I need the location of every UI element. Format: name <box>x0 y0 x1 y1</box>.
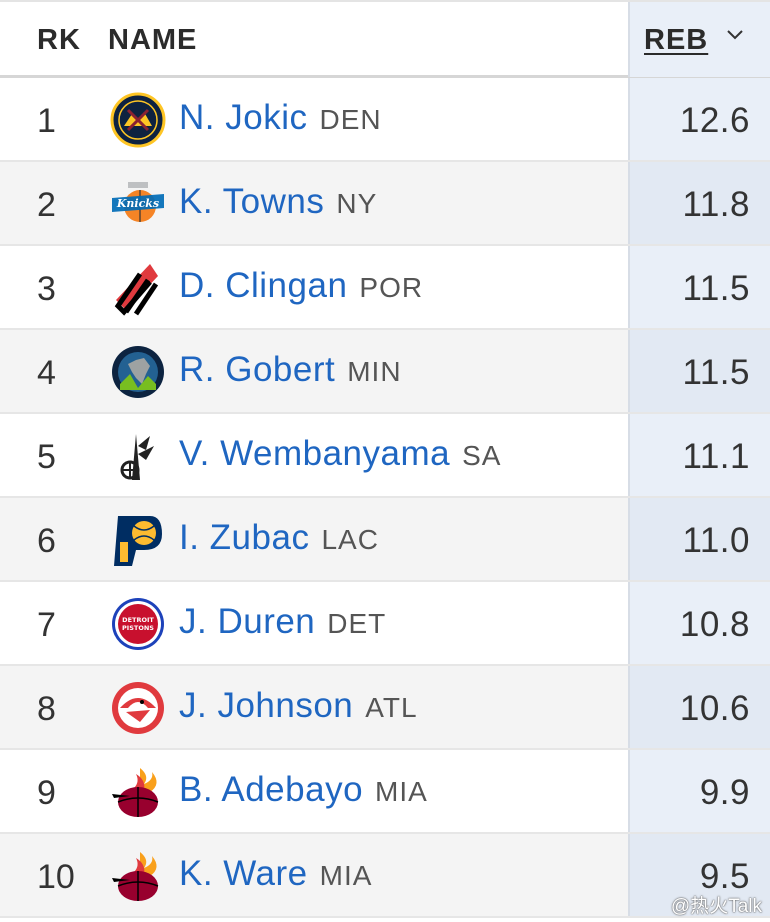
player-name[interactable]: D. Clingan <box>179 266 348 305</box>
rank-cell: 4 <box>37 354 56 392</box>
player-name[interactable]: N. Jokic <box>179 98 308 137</box>
reb-cell: 9.9 <box>628 750 770 832</box>
reb-cell: 11.5 <box>628 246 770 328</box>
rank-cell: 10 <box>37 858 75 896</box>
chevron-down-icon[interactable] <box>726 28 744 42</box>
team-abbr: SA <box>462 440 502 471</box>
reb-cell: 10.6 <box>628 666 770 748</box>
player-name[interactable]: R. Gobert <box>179 350 336 389</box>
heat-logo-icon <box>112 852 159 901</box>
table-row[interactable]: 4 R. Gobert MIN 11.5 <box>0 330 770 414</box>
name-column-header: NAME <box>108 24 198 56</box>
player-link[interactable]: K. Ware MIA <box>179 854 372 894</box>
timberwolves-logo-icon <box>112 346 164 398</box>
player-name[interactable]: B. Adebayo <box>179 770 364 809</box>
svg-text:PISTONS: PISTONS <box>122 624 154 632</box>
table-row[interactable]: 5 V. Wembanyama SA 11.1 <box>0 414 770 498</box>
nuggets-logo-icon <box>110 92 166 148</box>
player-link[interactable]: I. Zubac LAC <box>179 518 379 558</box>
reb-cell: 11.0 <box>628 498 770 580</box>
reb-sort-label[interactable]: REB <box>644 24 709 56</box>
player-name[interactable]: V. Wembanyama <box>179 434 451 473</box>
player-link[interactable]: R. Gobert MIN <box>179 350 402 390</box>
rank-cell: 6 <box>37 522 56 560</box>
team-abbr: LAC <box>321 524 379 555</box>
reb-cell: 10.8 <box>628 582 770 664</box>
team-abbr: DEN <box>319 104 382 135</box>
spurs-logo-icon <box>120 434 154 480</box>
team-abbr: MIA <box>319 860 373 891</box>
team-abbr: POR <box>359 272 424 303</box>
table-row[interactable]: 3 D. Clingan POR 11.5 <box>0 246 770 330</box>
pistons-logo-icon: DETROIT PISTONS <box>112 598 164 650</box>
rank-cell: 7 <box>37 606 56 644</box>
rank-cell: 8 <box>37 690 56 728</box>
reb-cell: 11.5 <box>628 330 770 412</box>
hawks-logo-icon <box>112 682 164 734</box>
table-row[interactable]: 8 J. Johnson ATL 10.6 <box>0 666 770 750</box>
player-link[interactable]: B. Adebayo MIA <box>179 770 428 810</box>
table-header: RK NAME REB <box>0 0 770 78</box>
table-row[interactable]: 7 DETROIT PISTONS J. Duren DET 10.8 <box>0 582 770 666</box>
reb-value: 9.5 <box>699 857 750 896</box>
reb-value: 11.8 <box>682 185 750 224</box>
knicks-logo-icon: Knicks <box>112 182 164 222</box>
team-abbr: ATL <box>365 692 418 723</box>
rank-cell: 2 <box>37 186 56 224</box>
svg-text:DETROIT: DETROIT <box>122 616 154 624</box>
table-row[interactable]: 1 N. Jokic DEN 12.6 <box>0 78 770 162</box>
player-link[interactable]: D. Clingan POR <box>179 266 423 306</box>
player-name[interactable]: K. Towns <box>179 182 325 221</box>
team-abbr: DET <box>327 608 387 639</box>
table-row[interactable]: 9 B. Adebayo MIA 9.9 <box>0 750 770 834</box>
player-link[interactable]: N. Jokic DEN <box>179 98 382 138</box>
player-name[interactable]: J. Duren <box>179 602 316 641</box>
reb-value: 11.5 <box>682 353 750 392</box>
svg-text:Knicks: Knicks <box>116 197 159 210</box>
trail-blazers-logo-icon <box>112 262 164 316</box>
player-name[interactable]: J. Johnson <box>179 686 354 725</box>
table-row[interactable]: 6 I. Zubac LAC 11.0 <box>0 498 770 582</box>
table-row[interactable]: 2 Knicks K. Towns NY 11.8 <box>0 162 770 246</box>
player-link[interactable]: K. Towns NY <box>179 182 377 222</box>
reb-value: 11.5 <box>682 269 750 308</box>
rank-column-header: RK <box>37 24 81 56</box>
reb-value: 11.1 <box>682 437 750 476</box>
table-row[interactable]: 10 K. Ware MIA 9.5 <box>0 834 770 918</box>
player-link[interactable]: J. Johnson ATL <box>179 686 418 726</box>
player-link[interactable]: J. Duren DET <box>179 602 386 642</box>
team-abbr: NY <box>336 188 378 219</box>
rank-cell: 9 <box>37 774 56 812</box>
player-link[interactable]: V. Wembanyama SA <box>179 434 501 474</box>
player-name[interactable]: K. Ware <box>179 854 308 893</box>
watermark: @热火Talk <box>670 896 762 917</box>
team-abbr: MIA <box>375 776 428 807</box>
rank-cell: 3 <box>37 270 56 308</box>
reb-cell: 11.8 <box>628 162 770 244</box>
heat-logo-icon <box>112 768 159 817</box>
player-name[interactable]: I. Zubac <box>179 518 310 557</box>
team-abbr: MIN <box>347 356 402 387</box>
reb-value: 9.9 <box>699 773 750 812</box>
reb-value: 11.0 <box>682 521 750 560</box>
pacers-logo-icon <box>114 516 162 566</box>
reb-cell: 12.6 <box>628 78 770 160</box>
rank-cell: 5 <box>37 438 56 476</box>
reb-value: 10.6 <box>679 689 750 728</box>
reb-value: 10.8 <box>679 605 750 644</box>
reb-cell: 11.1 <box>628 414 770 496</box>
reb-column-header[interactable]: REB <box>628 2 770 77</box>
rank-cell: 1 <box>37 102 56 140</box>
reb-cell: 9.5 <box>628 834 770 916</box>
reb-value: 12.6 <box>679 101 750 140</box>
